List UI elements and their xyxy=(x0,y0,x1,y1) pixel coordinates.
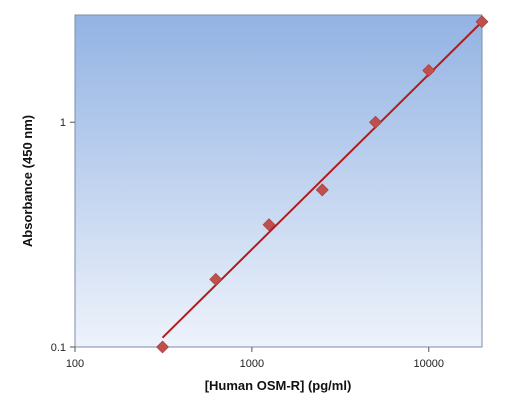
x-axis-title: [Human OSM-R] (pg/ml) xyxy=(205,378,352,393)
y-axis: 0.11 xyxy=(51,117,75,354)
y-tick-label: 1 xyxy=(60,117,66,129)
data-point xyxy=(475,15,489,29)
data-points-group xyxy=(156,15,489,354)
x-tick-label: 100 xyxy=(66,358,84,370)
x-axis: 100 1000 10000 xyxy=(66,347,444,370)
plot-area xyxy=(74,14,483,348)
x-tick-label: 10000 xyxy=(413,358,444,370)
y-axis-title: Absorbance (450 nm) xyxy=(20,115,35,247)
x-tick-label: 1000 xyxy=(240,358,264,370)
data-point xyxy=(262,218,276,232)
y-tick-label: 0.1 xyxy=(51,342,66,354)
data-point xyxy=(156,340,169,354)
data-point xyxy=(315,183,329,197)
data-point xyxy=(422,64,436,77)
data-point xyxy=(369,115,382,129)
data-point xyxy=(209,272,223,286)
